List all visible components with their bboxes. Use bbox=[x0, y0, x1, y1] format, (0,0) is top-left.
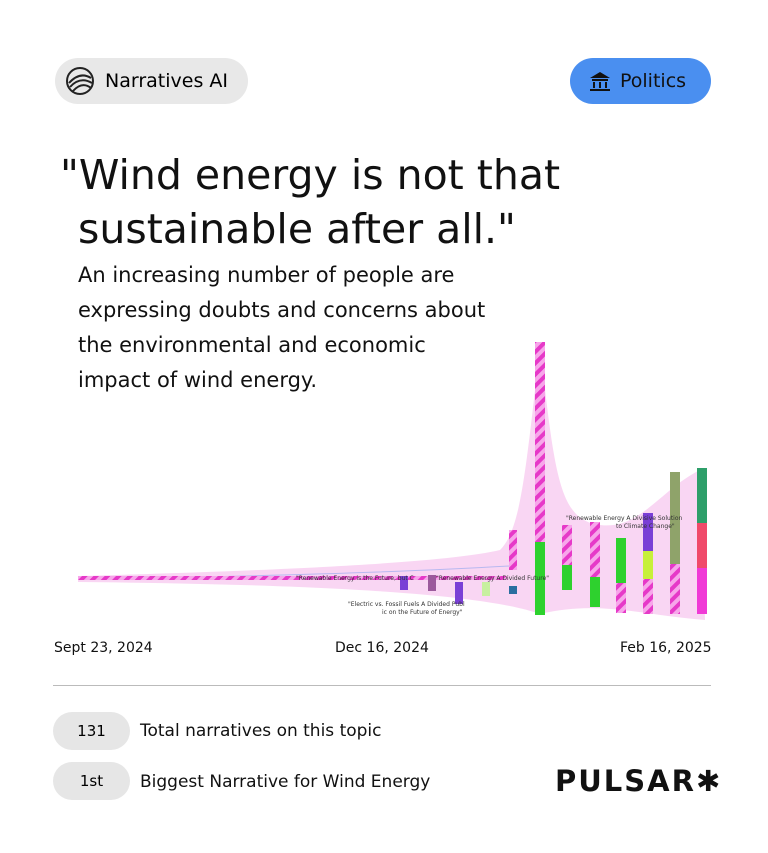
stat-value: 131 bbox=[53, 712, 130, 750]
narrative-label: "Electric vs. Fossil Fuels A Divided Pub… bbox=[348, 601, 465, 608]
bar bbox=[616, 583, 626, 613]
stat-value: 1st bbox=[53, 762, 130, 800]
bar bbox=[590, 577, 600, 607]
description: the environmental and economic bbox=[78, 333, 426, 357]
date-label: Dec 16, 2024 bbox=[335, 640, 429, 656]
bar bbox=[670, 472, 680, 564]
narrative-label: to Climate Change" bbox=[616, 523, 675, 530]
bar bbox=[428, 575, 436, 591]
bar bbox=[400, 576, 408, 590]
date-label: Sept 23, 2024 bbox=[54, 640, 153, 656]
narrative-label: "Renewable Energy A Divided Future" bbox=[436, 575, 549, 582]
bar bbox=[455, 582, 463, 604]
narrative-stream: "Renewable Energy is the Future, but C "… bbox=[77, 342, 707, 620]
category-text: Politics bbox=[620, 70, 687, 92]
bar bbox=[697, 523, 707, 568]
badge[interactable]: Narratives AI bbox=[55, 58, 248, 104]
narrative-label: "Renewable Energy is the Future, but C bbox=[296, 575, 414, 582]
badge-icon bbox=[66, 67, 94, 95]
description: expressing doubts and concerns about bbox=[78, 298, 486, 322]
description: An increasing number of people are bbox=[78, 263, 455, 287]
badge-text: Narratives AI bbox=[105, 70, 228, 92]
date-label: Feb 16, 2025 bbox=[620, 640, 712, 656]
description: impact of wind energy. bbox=[78, 368, 318, 392]
bar bbox=[590, 522, 600, 577]
bar bbox=[697, 568, 707, 614]
bar bbox=[670, 564, 680, 614]
bar bbox=[535, 342, 545, 542]
bar bbox=[562, 525, 572, 565]
stat-label: Biggest Narrative for Wind Energy bbox=[140, 772, 431, 792]
bar bbox=[643, 551, 653, 579]
narrative-label: ic on the Future of Energy" bbox=[382, 609, 463, 616]
bar bbox=[643, 513, 653, 551]
bar bbox=[482, 582, 490, 596]
bar bbox=[535, 542, 545, 615]
divider bbox=[53, 685, 711, 686]
bar bbox=[643, 579, 653, 614]
headline: sustainable after all." bbox=[78, 205, 516, 253]
bar bbox=[509, 586, 517, 594]
bar bbox=[616, 538, 626, 583]
bar bbox=[562, 565, 572, 590]
stream-band bbox=[78, 576, 508, 580]
bar bbox=[697, 468, 707, 523]
bar bbox=[509, 530, 517, 570]
brand-logo: PULSAR✱ bbox=[555, 764, 723, 798]
narrative-label: "Renewable Energy A Divisive Solution bbox=[566, 515, 683, 522]
category-pill[interactable]: Politics bbox=[570, 58, 711, 104]
category-icon bbox=[590, 72, 610, 91]
headline: "Wind energy is not that bbox=[60, 151, 561, 199]
stat-label: Total narratives on this topic bbox=[140, 721, 382, 741]
stream bbox=[78, 345, 705, 620]
